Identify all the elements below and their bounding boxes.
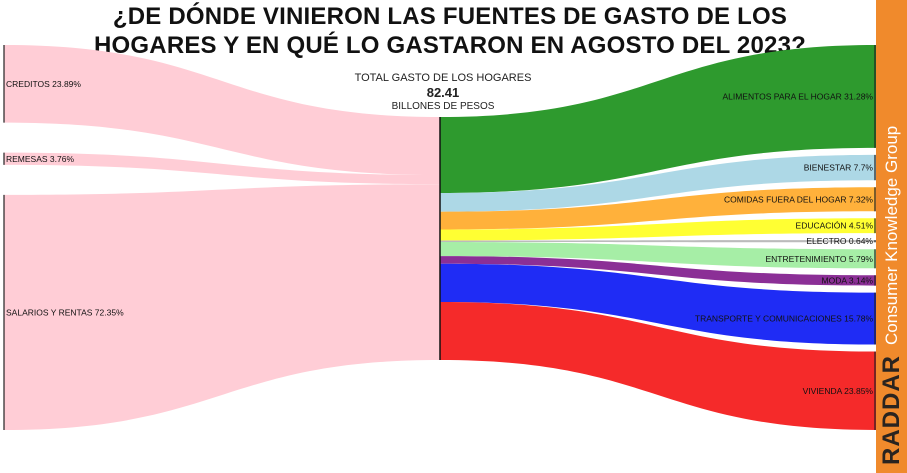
target-label-bienestar-7-7: BIENESTAR 7.7% xyxy=(804,163,874,173)
source-label-salarios-y-rentas-72-35: SALARIOS Y RENTAS 72.35% xyxy=(6,307,124,317)
title-line-1: ¿DE DÓNDE VINIERON LAS FUENTES DE GASTO … xyxy=(112,3,788,30)
total-value: 82.41 xyxy=(426,85,460,100)
flow-entretenimiento-5-79 xyxy=(440,242,876,269)
title-line-2: HOGARES Y EN QUÉ LO GASTARON EN AGOSTO D… xyxy=(94,32,806,59)
brand-logo: RADDAR xyxy=(877,355,905,465)
center-total-label: TOTAL GASTO DE LOS HOGARES 82.41 BILLONE… xyxy=(340,72,546,113)
flow-electro-0-64 xyxy=(440,240,876,243)
chart-title: ¿DE DÓNDE VINIERON LAS FUENTES DE GASTO … xyxy=(60,2,840,60)
target-label-alimentos-para-el-hogar-31-28: ALIMENTOS PARA EL HOGAR 31.28% xyxy=(722,91,873,101)
target-label-electro-0-64: ELECTRO 0.64% xyxy=(806,236,873,246)
source-label-creditos-23-89: CREDITOS 23.89% xyxy=(6,79,81,89)
target-label-comidas-fuera-del-hogar-7-32: COMIDAS FUERA DEL HOGAR 7.32% xyxy=(724,194,873,204)
flow-creditos-23-89 xyxy=(4,45,440,176)
target-label-moda-3-14: MODA 3.14% xyxy=(822,275,874,285)
source-label-remesas-3-76: REMESAS 3.76% xyxy=(6,154,74,164)
flow-educacion-4-51 xyxy=(440,218,876,241)
flow-moda-3-14 xyxy=(440,256,876,286)
flow-salarios-y-rentas-72-35 xyxy=(4,184,440,430)
sankey-chart: CREDITOS 23.89% REMESAS 3.76% SALARIOS Y R… xyxy=(3,45,876,430)
flow-vivienda-23-85 xyxy=(440,302,876,430)
brand-sidebar: RADDAR Consumer Knowledge Group xyxy=(876,0,907,473)
total-label: TOTAL GASTO DE LOS HOGARES xyxy=(354,72,532,84)
flow-remesas-3-76 xyxy=(4,152,440,185)
target-label-educacion-4-51: EDUCACIÓN 4.51% xyxy=(796,221,874,231)
flow-transporte-y-comunicaciones-15-78 xyxy=(440,263,876,345)
flow-alimentos-para-el-hogar-31-28 xyxy=(440,45,876,194)
flow-bienestar-7-7 xyxy=(440,154,876,212)
flow-comidas-fuera-del-hogar-7-32 xyxy=(440,187,876,230)
brand-subtitle: Consumer Knowledge Group xyxy=(881,125,901,345)
target-label-transporte-y-comunicaciones-15-78: TRANSPORTE Y COMUNICACIONES 15.78% xyxy=(695,314,874,324)
target-label-entretenimiento-5-79: ENTRETENIMIENTO 5.79% xyxy=(765,254,873,264)
target-label-vivienda-23-85: VIVIENDA 23.85% xyxy=(803,386,874,396)
total-unit: BILLONES DE PESOS xyxy=(391,101,495,112)
